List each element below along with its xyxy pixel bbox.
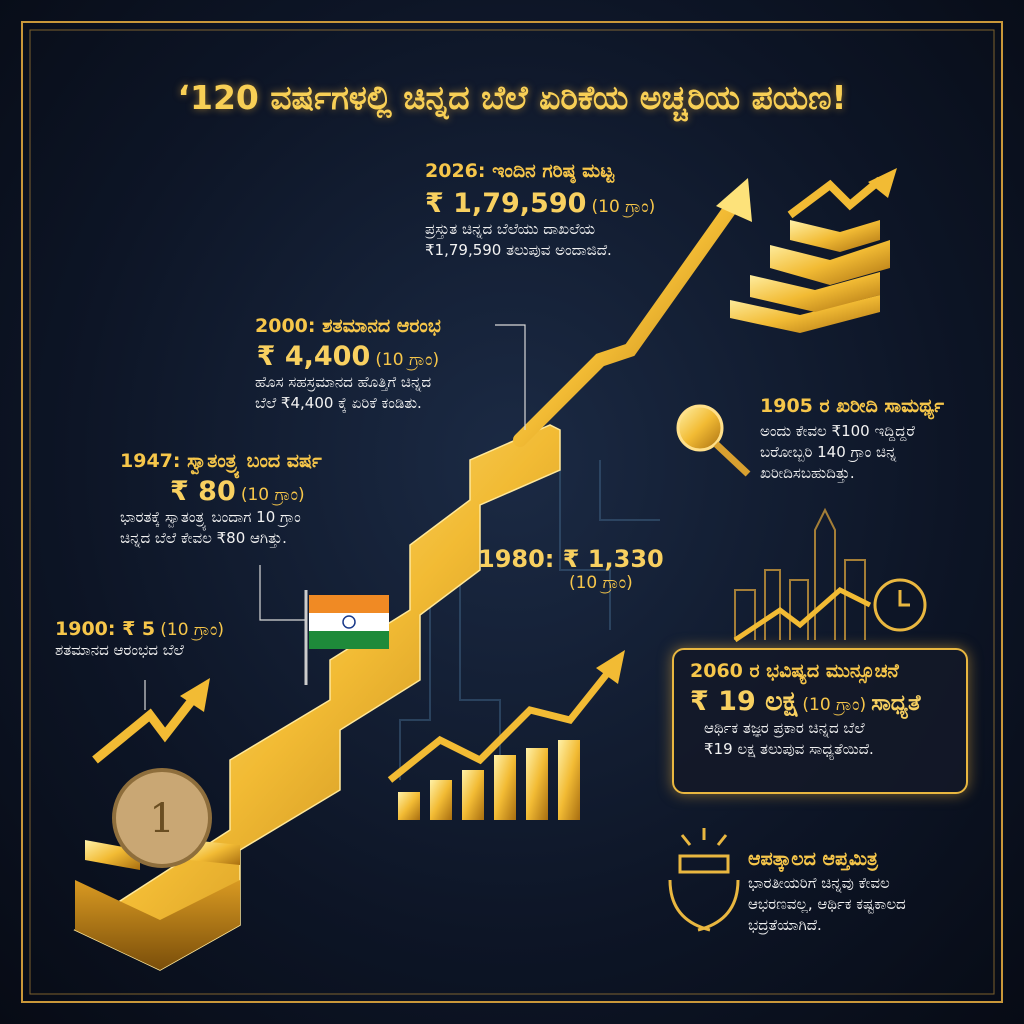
unit: (10 ಗ್ರಾಂ) xyxy=(160,620,225,640)
price: ₹ 1,79,590 xyxy=(425,188,587,219)
magnifier-handle xyxy=(713,441,751,477)
heading: ಆಪತ್ಕಾಲದ ಆಪ್ತಮಿತ್ರ xyxy=(748,848,878,870)
unit: (10 ಗ್ರಾಂ) xyxy=(568,573,633,593)
desc: ಪ್ರಸ್ತುತ ಚಿನ್ನದ ಬೆಲೆಯು ದಾಖಲೆಯ xyxy=(425,220,596,238)
forecast: 2060 ರ ಭವಿಷ್ಯದ ಮುನ್ಸೂಚನೆ ₹ 19 ಲಕ್ಷ (10 ಗ… xyxy=(690,660,921,760)
city-skyline xyxy=(734,507,866,640)
connector-lines xyxy=(144,324,526,710)
desc: ಬರೋಬ್ಬರಿ 140 ಗ್ರಾಂ ಚಿನ್ನ xyxy=(760,443,897,461)
magnifier-coin xyxy=(676,404,724,452)
heading: 2026: ಇಂದಿನ ಗರಿಷ್ಠ ಮಟ್ಟ xyxy=(425,160,615,182)
desc: ಭದ್ರತೆಯಾಗಿದೆ. xyxy=(748,916,822,934)
desc: ಅಂದು ಕೇವಲ ₹100 ಇದ್ದಿದ್ದರೆ xyxy=(760,422,915,440)
arrow-head xyxy=(716,178,752,222)
milestone-2000: 2000: ಶತಮಾನದ ಆರಂಭ ₹ 4,400 (10 ಗ್ರಾಂ) ಹೊಸ… xyxy=(255,315,441,414)
unit: (10 ಗ್ರಾಂ) xyxy=(591,197,656,217)
stair-base xyxy=(75,880,240,970)
desc: ಭಾರತೀಯರಿಗೆ ಚಿನ್ನವು ಕೇವಲ xyxy=(748,874,890,892)
suffix: ಸಾಧ್ಯತೆ xyxy=(871,691,921,716)
coin-label: 1 xyxy=(149,796,174,842)
gold-bars xyxy=(730,220,890,333)
bar-chart xyxy=(398,740,580,820)
milestone-1900: 1900: ₹ 5 (10 ಗ್ರಾಂ) ಶತಮಾನದ ಆರಂಭದ ಬೆಲೆ xyxy=(55,618,224,661)
hands-icon xyxy=(668,828,740,932)
desc: ₹1,79,590 ತಲುಪುವ ಅಂದಾಜಿದೆ. xyxy=(425,241,612,259)
heading: 2000: ಶತಮಾನದ ಆರಂಭ xyxy=(255,315,441,337)
heading: 1905 ರ ಖರೀದಿ ಸಾಮರ್ಥ್ಯ xyxy=(760,395,944,417)
chart-arrow-head xyxy=(596,650,625,684)
price: ₹ 19 ಲಕ್ಷ xyxy=(690,686,798,717)
desc: ಶತಮಾನದ ಆರಂಭದ ಬೆಲೆ xyxy=(55,641,184,659)
frame-inner xyxy=(29,29,995,995)
desc: ಖರೀದಿಸಬಹುದಿತ್ತು. xyxy=(760,464,855,482)
purchasing-power: 1905 ರ ಖರೀದಿ ಸಾಮರ್ಥ್ಯ ಅಂದು ಕೇವಲ ₹100 ಇದ್… xyxy=(760,395,944,484)
desc: ಬೆಲೆ ₹4,400 ಕ್ಕೆ ಏರಿಕೆ ಕಂಡಿತು. xyxy=(255,394,422,412)
heading: 1980: ₹ 1,330 xyxy=(478,545,664,573)
circuit-lines xyxy=(339,460,660,780)
flag-green xyxy=(309,631,389,649)
small-arrow-head xyxy=(180,678,210,712)
flag-saffron xyxy=(309,595,389,613)
desc: ₹19 ಲಕ್ಷ ತಲುಪುವ ಸಾಧ್ಯತೆಯಿದೆ. xyxy=(704,740,874,758)
desc: ಹೊಸ ಸಹಸ್ರಮಾನದ ಹೊತ್ತಿಗೆ ಚಿನ್ನದ xyxy=(255,373,432,391)
small-arrow xyxy=(92,687,204,764)
bars-arrow xyxy=(787,176,883,219)
chart-arrow xyxy=(387,667,613,783)
desc: ಚಿನ್ನದ ಬೆಲೆ ಕೇವಲ ₹80 ಆಗಿತ್ತು. xyxy=(120,529,287,547)
heading: 2060 ರ ಭವಿಷ್ಯದ ಮುನ್ಸೂಚನೆ xyxy=(690,660,899,682)
heading: 1900: ₹ 5 xyxy=(55,618,156,640)
flag-white xyxy=(309,613,389,631)
rupee-coin xyxy=(112,768,212,868)
price: ₹ 80 xyxy=(170,476,236,507)
footer-note: ಆಪತ್ಕಾಲದ ಆಪ್ತಮಿತ್ರ ಭಾರತೀಯರಿಗೆ ಚಿನ್ನವು ಕೇ… xyxy=(748,848,906,936)
milestone-2026: 2026: ಇಂದಿನ ಗರಿಷ್ಠ ಮಟ್ಟ ₹ 1,79,590 (10 ಗ… xyxy=(425,160,655,261)
unit: (10 ಗ್ರಾಂ) xyxy=(802,695,867,715)
frame xyxy=(21,21,1003,1003)
skyline-arrow xyxy=(733,587,872,643)
milestone-1947: 1947: ಸ್ವಾತಂತ್ರ್ಯ ಬಂದ ವರ್ಷ ₹ 80 (10 ಗ್ರಾ… xyxy=(120,450,322,549)
heading: 1947: ಸ್ವಾತಂತ್ರ್ಯ ಬಂದ ವರ್ಷ xyxy=(120,450,322,472)
forecast-box xyxy=(672,648,968,794)
flag-chakra xyxy=(342,615,356,629)
milestone-1980: 1980: ₹ 1,330 (10 ಗ್ರಾಂ) xyxy=(478,545,664,593)
gold-staircase xyxy=(73,424,561,971)
desc: ಆರ್ಥಿಕ ತಜ್ಞರ ಪ್ರಕಾರ ಚಿನ್ನದ ಬೆಲೆ xyxy=(704,719,865,737)
desc: ಭಾರತಕ್ಕೆ ಸ್ವಾತಂತ್ರ್ಯ ಬಂದಾಗ 10 ಗ್ರಾಂ xyxy=(120,508,301,526)
clock-hands xyxy=(898,590,910,607)
desc: ಆಭರಣವಲ್ಲ, ಆರ್ಥಿಕ ಕಷ್ಟಕಾಲದ xyxy=(748,895,906,913)
bars-arrow-head xyxy=(868,168,897,198)
rising-arrow xyxy=(513,188,747,447)
price: ₹ 4,400 xyxy=(256,341,371,372)
unit: (10 ಗ್ರಾಂ) xyxy=(375,350,440,370)
unit: (10 ಗ್ರಾಂ) xyxy=(240,485,305,505)
title: ‘120 ವರ್ಷಗಳಲ್ಲಿ ಚಿನ್ನದ ಬೆಲೆ ಏರಿಕೆಯ ಅಚ್ಚರ… xyxy=(177,78,847,117)
